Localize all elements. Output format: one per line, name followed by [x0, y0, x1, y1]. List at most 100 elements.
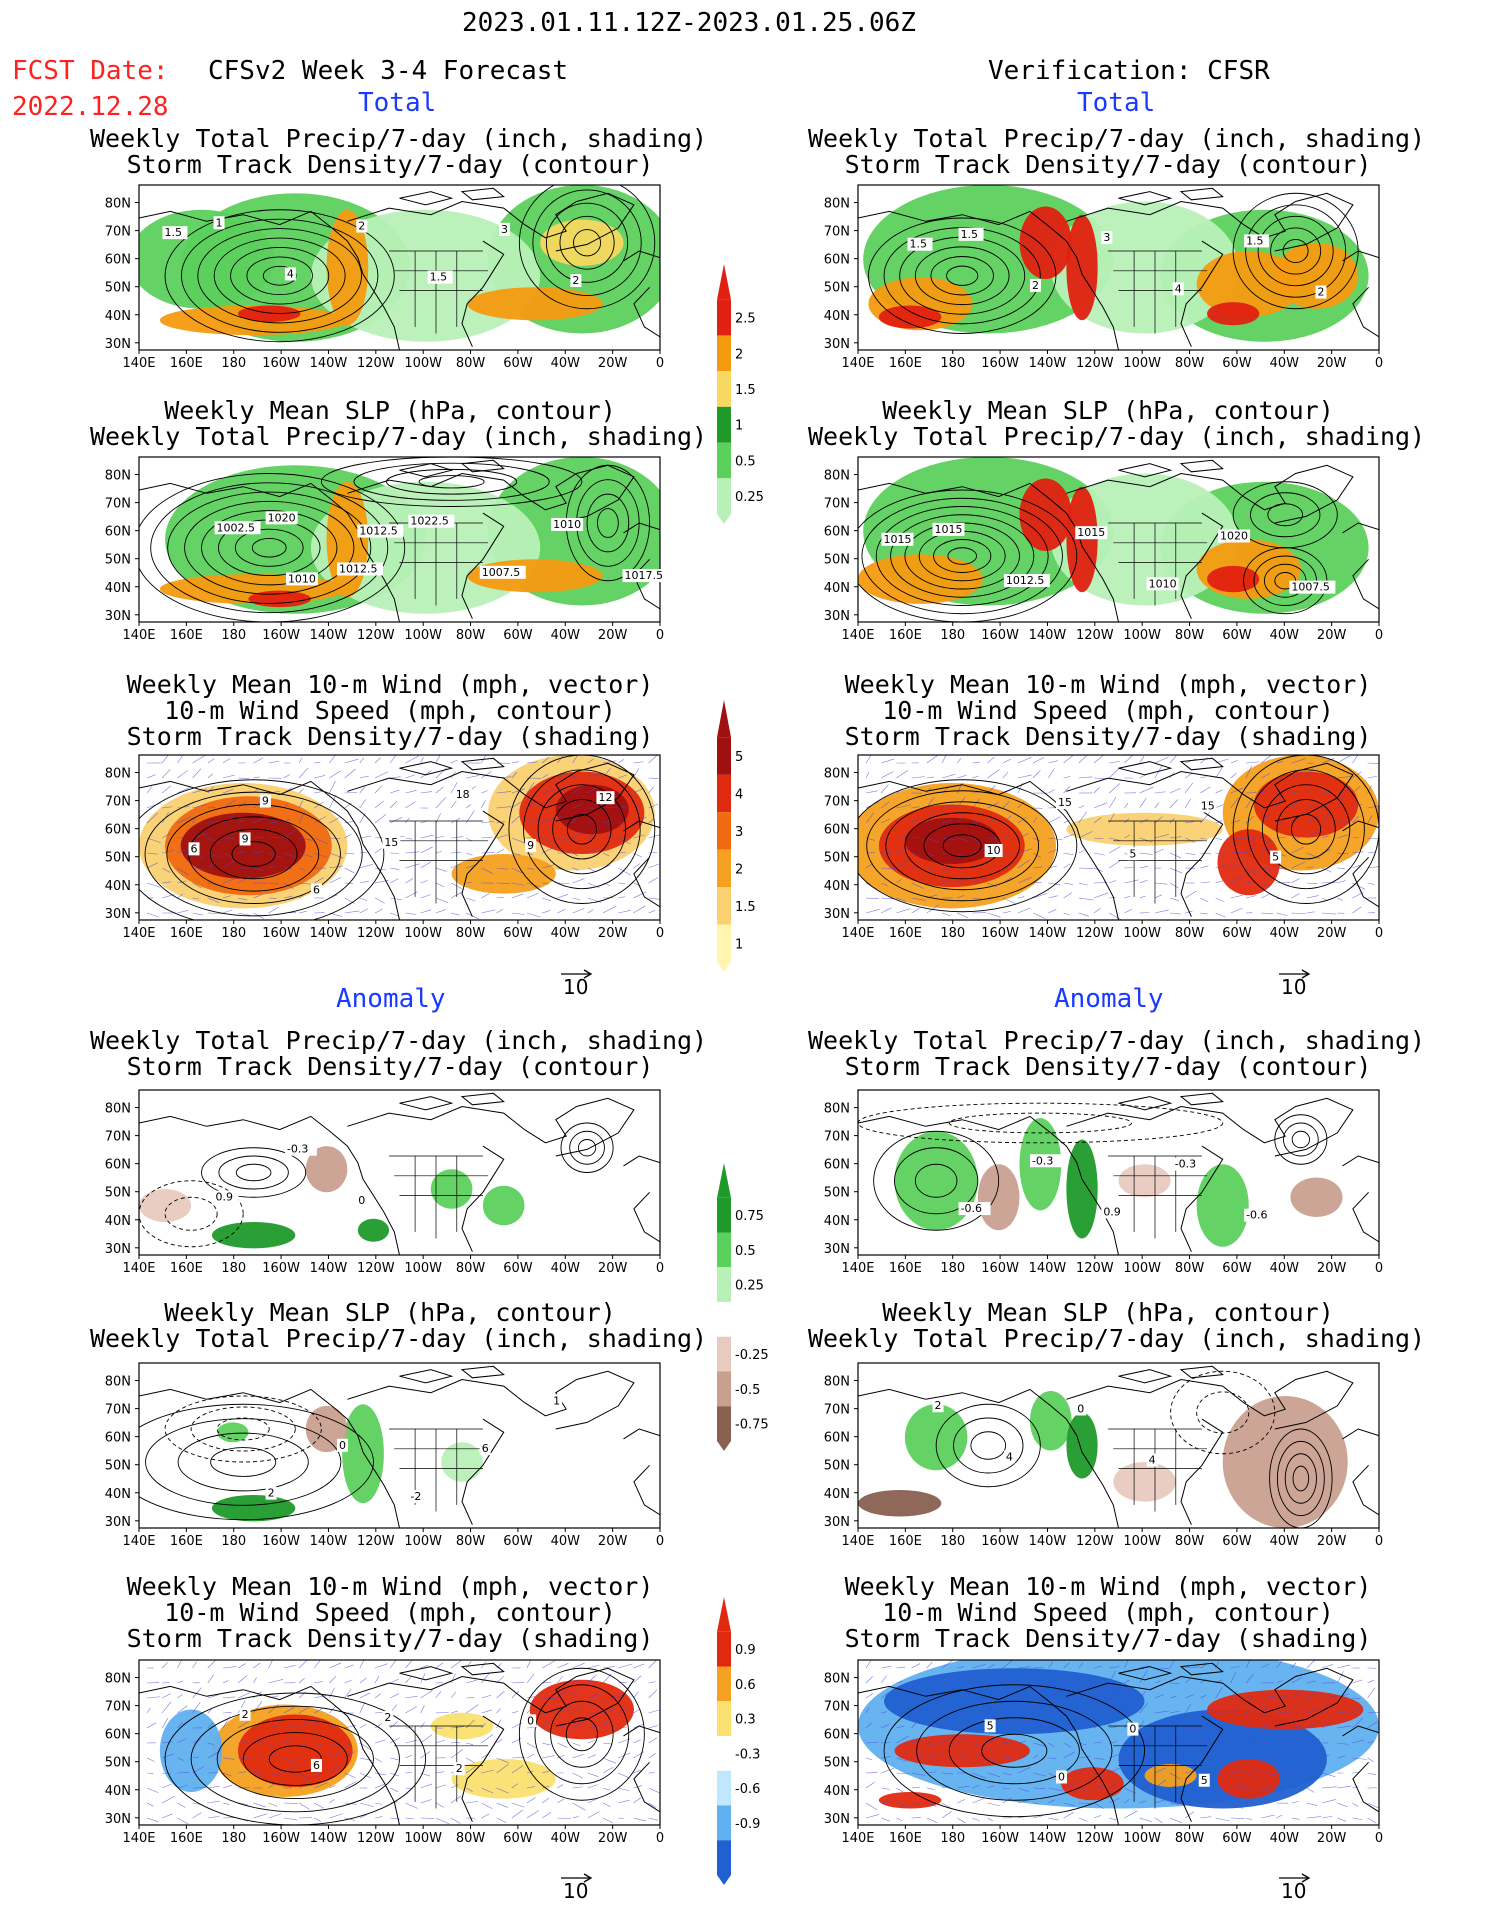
title-p11: Weekly Mean 10-m Wind (mph, vector) 10-m … [126, 1572, 654, 1653]
title-p8: Weekly Total Precip/7-day (inch, shading… [808, 1026, 1426, 1081]
lon-tick-label: 20W [598, 356, 628, 371]
lon-tick-label: 40W [1270, 1831, 1300, 1846]
contour-label: 1017.5 [625, 569, 664, 582]
section-anomaly-left: Anomaly [336, 984, 446, 1014]
lon-tick-label: 120W [1076, 1261, 1114, 1276]
contour-label: 2 [1317, 286, 1324, 299]
lon-tick-label: 0 [656, 356, 664, 371]
lat-tick-label: 70N [824, 225, 850, 240]
lon-tick-label: 100W [1123, 1831, 1161, 1846]
colorbar-label: -0.75 [735, 1418, 769, 1433]
contour-label: 5 [1129, 847, 1136, 860]
lat-tick-label: 80N [105, 1375, 131, 1390]
lon-tick-label: 60W [503, 1261, 533, 1276]
lon-tick-label: 100W [404, 356, 442, 371]
lon-tick-label: 160E [889, 926, 922, 941]
lon-tick-label: 140E [841, 1261, 874, 1276]
colorbar-label: 1 [735, 937, 743, 952]
colorbar-label: 1.5 [735, 383, 756, 398]
lat-tick-label: 80N [105, 767, 131, 782]
colorbar-label: 2 [735, 347, 743, 362]
title-p1: Weekly Total Precip/7-day (inch, shading… [90, 124, 708, 179]
lon-tick-label: 160W [262, 628, 300, 643]
lon-tick-label: 140E [841, 628, 874, 643]
lon-tick-label: 180 [221, 926, 246, 941]
lon-tick-label: 80W [456, 926, 486, 941]
lon-tick-label: 140E [122, 356, 155, 371]
lon-tick-label: 100W [1123, 628, 1161, 643]
lat-tick-label: 50N [105, 553, 131, 568]
colorbar-label: 4 [735, 788, 743, 803]
lon-tick-label: 120W [357, 1831, 395, 1846]
map-panel-1: 1 4 2 1.5 3 2 1.5 80N 70N 60N 50N 40N 30N 140E 160E 180… [105, 184, 664, 371]
map-panel-9: 2 0 -2 6 1 80N 70N 60N 50N 40N 30N 140E 160E 180 160W 1… [105, 1362, 664, 1549]
lat-tick-label: 80N [824, 197, 850, 212]
lon-tick-label: 140W [310, 1261, 348, 1276]
contour-label: -0.6 [961, 1202, 982, 1215]
lat-tick-label: 30N [105, 907, 131, 922]
colorbar-label: 3 [735, 825, 743, 840]
lat-tick-label: 50N [824, 553, 850, 568]
lon-tick-label: 120W [1076, 1534, 1114, 1549]
lon-tick-label: 180 [221, 356, 246, 371]
vector-ref-arrow-left-2 [560, 1868, 594, 1887]
contour-label: 3 [501, 223, 508, 236]
contour-label: 0.9 [216, 1191, 234, 1204]
forecast-model-title: CFSv2 Week 3-4 Forecast [208, 56, 569, 86]
lon-tick-label: 120W [1076, 628, 1114, 643]
lat-tick-label: 70N [105, 1130, 131, 1145]
lat-tick-label: 50N [105, 1186, 131, 1201]
verification-title: Verification: CFSR [988, 56, 1270, 86]
contour-label: 1.5 [910, 238, 928, 251]
lat-tick-label: 60N [824, 525, 850, 540]
lon-tick-label: 0 [1375, 1534, 1383, 1549]
contour-label: -2 [410, 1490, 421, 1503]
lat-tick-label: 60N [824, 1728, 850, 1743]
contour-label: 5 [987, 1719, 994, 1732]
contour-label: 4 [1006, 1450, 1013, 1463]
lat-tick-label: 40N [824, 1214, 850, 1229]
lon-tick-label: 160E [170, 1831, 203, 1846]
contour-label: 1007.5 [482, 566, 520, 579]
lon-tick-label: 100W [404, 1261, 442, 1276]
colorbar-label: 0.5 [735, 1244, 756, 1259]
title-p3: Weekly Mean SLP (hPa, contour) Weekly Tot… [90, 396, 708, 451]
lon-tick-label: 40W [551, 1831, 581, 1846]
contour-label: 1015 [1077, 526, 1105, 539]
map-panel-4: 1015 1012.5 1015 1010 1020 1007.5 1015 80N 70N 60… [824, 456, 1383, 643]
colorbar-2: 5 4 3 2 1.5 1 [717, 700, 756, 972]
lat-tick-label: 60N [105, 253, 131, 268]
lon-tick-label: 180 [940, 926, 965, 941]
contour-label: 1 [216, 216, 223, 229]
map-panel-11: 2 6 2 2 0 80N 70N 60N 50N 40N 30N 140E 160E 180 160W 14… [105, 1659, 664, 1846]
contour-label: 1.5 [430, 271, 448, 284]
lat-tick-label: 30N [105, 1515, 131, 1530]
lon-tick-label: 140W [1029, 1261, 1067, 1276]
date-range-title: 2023.01.11.12Z-2023.01.25.06Z [462, 8, 916, 38]
lat-tick-label: 40N [824, 309, 850, 324]
lon-tick-label: 160W [981, 1261, 1019, 1276]
lon-tick-label: 180 [221, 1831, 246, 1846]
contour-label: 1020 [1220, 530, 1248, 543]
contour-label: 2 [572, 274, 579, 287]
colorbar-label: 0.3 [735, 1713, 756, 1728]
lon-tick-label: 140E [841, 926, 874, 941]
lat-tick-label: 60N [824, 1431, 850, 1446]
lat-tick-label: 80N [105, 469, 131, 484]
lon-tick-label: 140W [310, 1831, 348, 1846]
colorbar-label: 1.5 [735, 900, 756, 915]
lon-tick-label: 160E [170, 1534, 203, 1549]
lon-tick-label: 20W [1317, 926, 1347, 941]
contour-label: 4 [1149, 1454, 1156, 1467]
lon-tick-label: 140W [1029, 1534, 1067, 1549]
lon-tick-label: 160W [981, 1534, 1019, 1549]
lon-tick-label: 140E [122, 926, 155, 941]
lat-tick-label: 40N [824, 581, 850, 596]
lon-tick-label: 160E [170, 356, 203, 371]
lon-tick-label: 20W [1317, 356, 1347, 371]
lon-tick-label: 160E [889, 628, 922, 643]
lon-tick-label: 140W [310, 628, 348, 643]
contour-label: 9 [262, 795, 269, 808]
title-p4: Weekly Mean SLP (hPa, contour) Weekly Tot… [808, 396, 1426, 451]
contour-label: 2 [242, 1708, 249, 1721]
